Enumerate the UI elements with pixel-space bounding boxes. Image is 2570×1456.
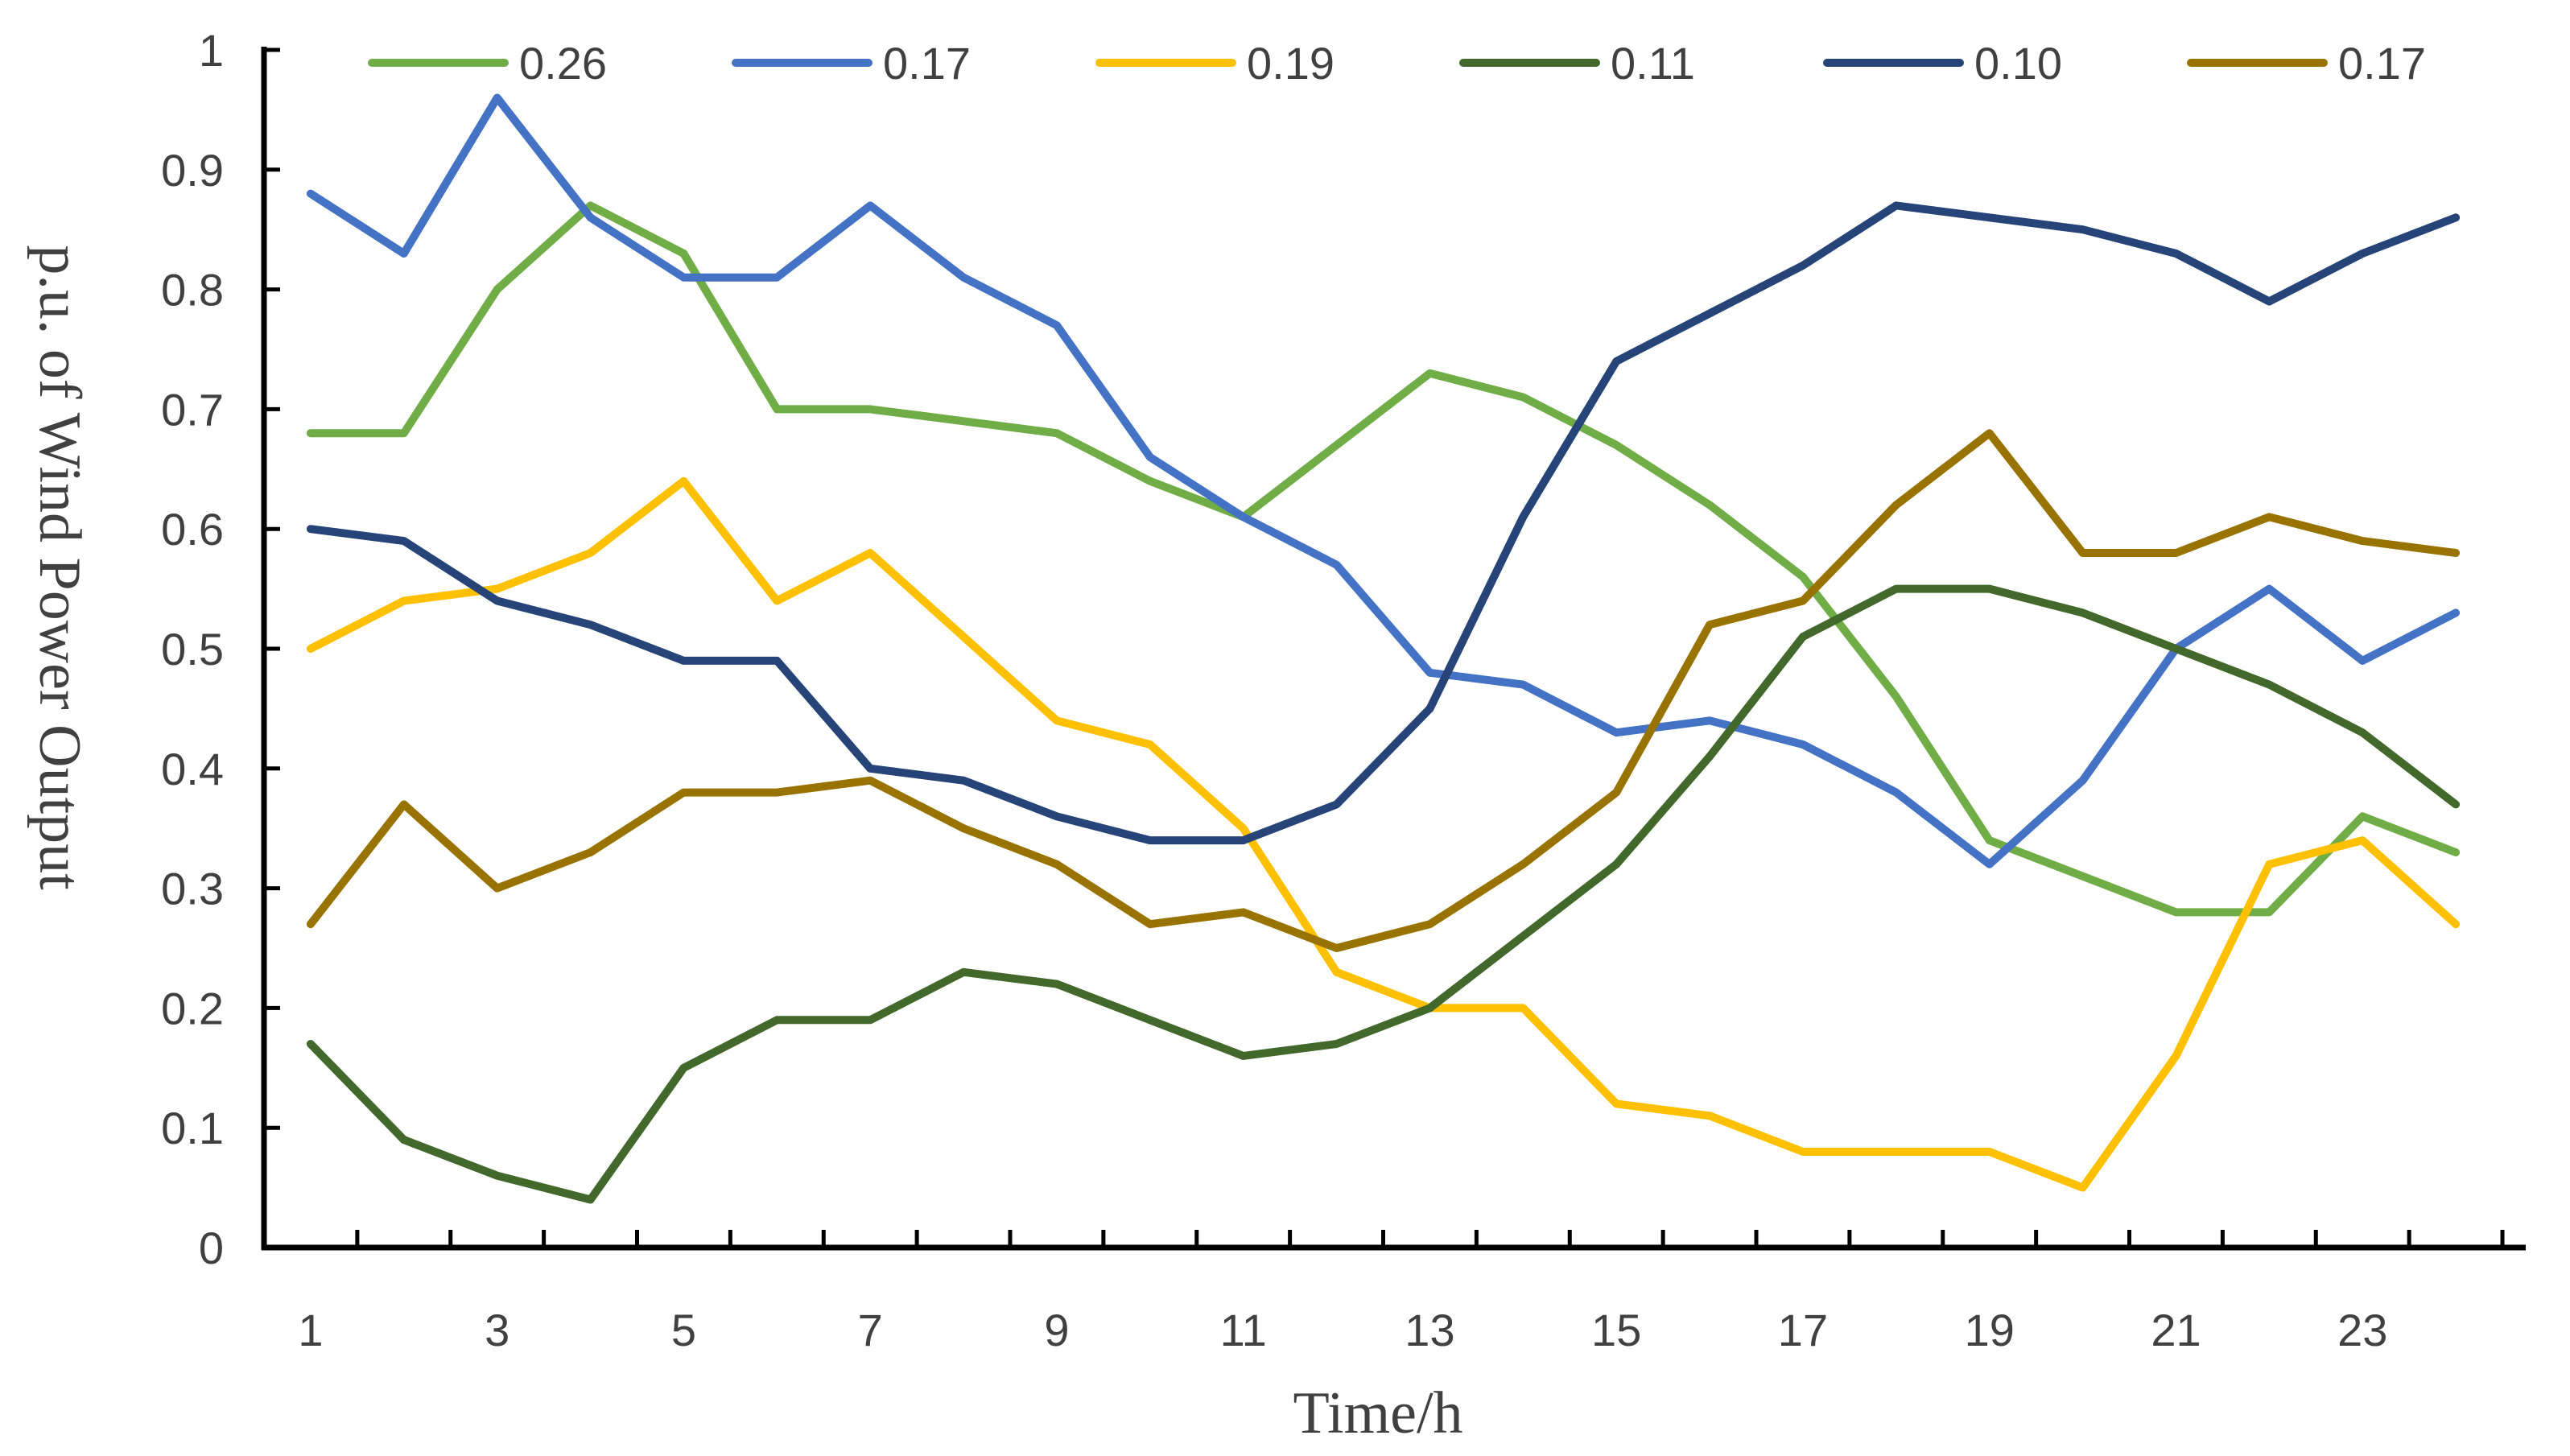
x-tick-label: 13 (1405, 1305, 1454, 1355)
x-tick-label: 9 (1044, 1305, 1069, 1355)
y-tick-label: 0.6 (161, 504, 224, 555)
x-tick-label: 21 (2151, 1305, 2201, 1355)
y-tick-label: 0.3 (161, 864, 224, 914)
legend-label-1: 0.26 (519, 38, 607, 89)
x-tick-label: 1 (298, 1305, 323, 1355)
x-tick-label: 19 (1965, 1305, 2015, 1355)
y-tick-label: 1 (199, 25, 224, 76)
legend-label-4: 0.11 (1611, 38, 1695, 89)
legend-label-6: 0.17 (2338, 38, 2426, 89)
legend-label-3: 0.19 (1247, 38, 1335, 89)
series-lines (306, 93, 2461, 1204)
series-line-1 (306, 201, 2461, 917)
y-tick-label: 0.4 (161, 744, 224, 794)
series-line-3 (306, 476, 2461, 1192)
y-tick-label: 0.1 (161, 1103, 224, 1153)
x-tick-label: 17 (1778, 1305, 1828, 1355)
series-line-4 (306, 584, 2461, 1204)
x-tick-label: 11 (1220, 1305, 1267, 1355)
legend-label-5: 0.10 (1974, 38, 2062, 89)
series-line-6 (306, 429, 2461, 952)
x-tick-label: 7 (858, 1305, 883, 1355)
y-axis-title: p.u. of Wind Power Output (27, 245, 93, 890)
x-axis-ticks: 1 3 5 7 9 11 13 15 17 19 21 23 (262, 1230, 2505, 1355)
series-line-5 (306, 201, 2461, 845)
y-tick-label: 0.7 (161, 384, 224, 435)
y-tick-label: 0.9 (161, 145, 224, 196)
x-tick-label: 23 (2337, 1305, 2387, 1355)
legend-label-2: 0.17 (883, 38, 971, 89)
y-tick-label: 0.2 (161, 983, 224, 1033)
legend: 0.26 0.17 0.19 0.11 0.10 0.17 (368, 38, 2426, 89)
x-axis-title: Time/h (1293, 1380, 1462, 1446)
y-tick-label: 0.5 (161, 624, 224, 674)
x-tick-label: 5 (671, 1305, 696, 1355)
y-tick-label: 0 (199, 1223, 224, 1273)
y-axis-ticks: 0 0.1 0.2 0.3 0.4 0.5 0.6 0.7 0.8 0.9 1 (161, 25, 280, 1273)
x-tick-label: 3 (485, 1305, 509, 1355)
x-tick-label: 15 (1591, 1305, 1641, 1355)
y-tick-label: 0.8 (161, 265, 224, 316)
series-line-2 (306, 93, 2461, 868)
